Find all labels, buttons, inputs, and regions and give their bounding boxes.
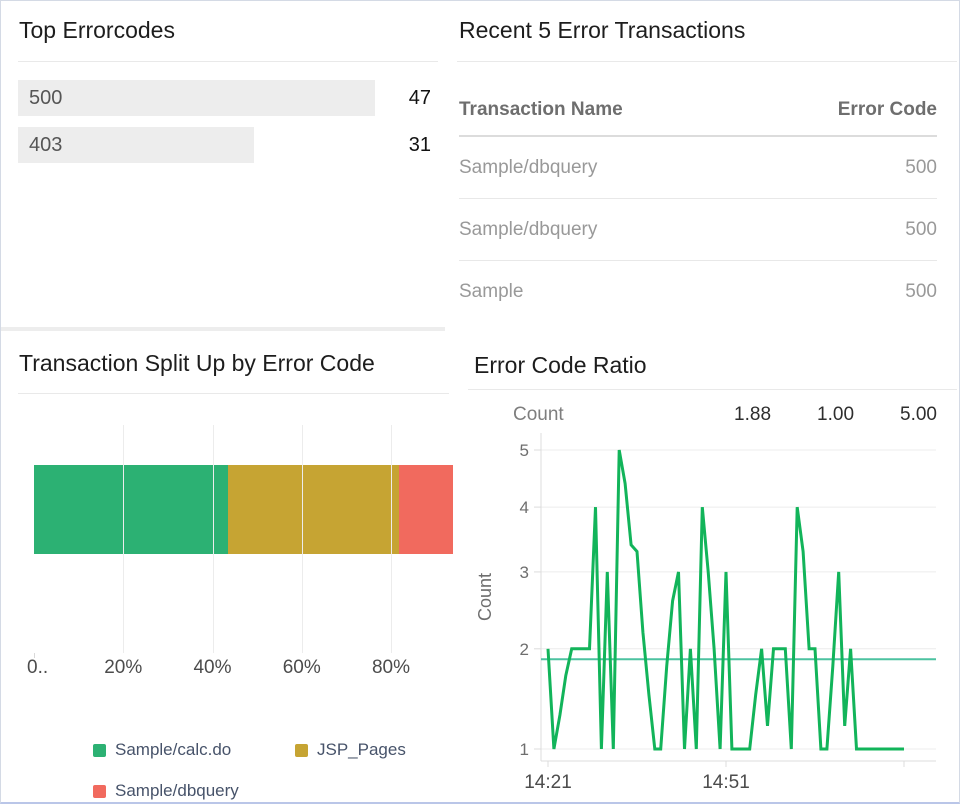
split-up-title: Transaction Split Up by Error Code — [19, 350, 375, 376]
recent-errors-title: Recent 5 Error Transactions — [459, 17, 746, 43]
errorcode-bar[interactable]: 500 — [18, 80, 375, 116]
y-tick-label: 4 — [520, 498, 529, 517]
transaction-name: Sample/dbquery — [459, 156, 598, 178]
y-tick-label: 5 — [520, 441, 529, 460]
bar-segment-sample-dbquery[interactable] — [399, 465, 454, 554]
transaction-row: Sample/dbquery 500 — [459, 199, 937, 261]
legend-label: JSP_Pages — [317, 740, 406, 759]
errorcode-label: 500 — [29, 87, 63, 109]
gridline — [123, 425, 125, 653]
transaction-row: Sample 500 — [459, 261, 937, 323]
y-axis-label: Count — [475, 573, 495, 621]
gridline — [212, 425, 214, 653]
stacked-bar — [34, 465, 454, 554]
transactions-table-body: Sample/dbquery 500 Sample/dbquery 500 Sample… — [459, 137, 937, 323]
min-value: 1.00 — [817, 404, 855, 425]
top-errorcodes-title: Top Errorcodes — [19, 17, 175, 43]
error-ratio-title: Error Code Ratio — [474, 352, 647, 378]
error-ratio-chart: 5 4 3 2 1 14:21 14:51 Count — [475, 433, 936, 793]
x-tick-label: 14:51 — [702, 772, 750, 793]
legend-swatch — [295, 743, 308, 757]
errorcode-bar[interactable]: 403 — [18, 127, 254, 163]
column-error-code: Error Code — [837, 99, 937, 120]
axis-tick — [34, 653, 35, 658]
legend-swatch — [93, 743, 106, 757]
x-tick-label: 80% — [371, 657, 411, 678]
transaction-name: Sample — [459, 281, 524, 302]
legend-label: Sample/calc.do — [115, 740, 232, 759]
x-tick-label: 14:21 — [524, 772, 572, 793]
legend-item[interactable]: Sample/calc.do — [93, 740, 295, 760]
x-tick-label: 0.. — [27, 657, 49, 678]
title-divider — [468, 389, 957, 390]
title-divider — [457, 61, 957, 62]
y-tick-label: 3 — [520, 563, 529, 582]
count-series-line — [546, 449, 904, 751]
x-tick-label: 40% — [193, 657, 232, 678]
errorcode-row[interactable]: 403 31 — [18, 127, 431, 163]
gridline — [391, 425, 392, 653]
legend-label: Sample/dbquery — [115, 781, 239, 800]
legend-item[interactable]: Sample/dbquery — [93, 781, 295, 801]
split-up-x-axis: 0.. 20% 40% 60% 80% — [17, 657, 449, 681]
errorcode-value: 31 — [408, 134, 431, 156]
transaction-error-code: 500 — [905, 218, 937, 240]
title-divider — [18, 393, 449, 394]
gridline — [301, 425, 303, 653]
panel-separator — [1, 327, 445, 331]
x-tick-label: 60% — [282, 657, 321, 678]
x-tick-label: 20% — [104, 657, 143, 678]
column-transaction-name: Transaction Name — [459, 99, 623, 120]
title-divider — [18, 61, 438, 62]
transaction-error-code: 500 — [905, 156, 937, 178]
bar-segment-sample-calc-do[interactable] — [34, 465, 229, 554]
chart-legend: Sample/calc.do JSP_Pages Sample/dbquery — [93, 740, 406, 801]
transaction-row: Sample/dbquery 500 — [459, 137, 937, 199]
legend-item[interactable]: JSP_Pages — [295, 740, 406, 760]
y-tick-label: 2 — [520, 640, 529, 659]
errorcode-bar-list: 500 47 403 31 — [18, 80, 431, 174]
errorcode-value: 47 — [408, 87, 431, 109]
transactions-table-header: Transaction Name Error Code — [459, 85, 937, 137]
split-up-chart — [17, 425, 454, 658]
max-value: 5.00 — [900, 404, 937, 425]
errorcode-label: 403 — [29, 134, 63, 156]
ratio-stats-row: Count 1.88 1.00 5.00 — [513, 404, 937, 426]
bar-segment-jsp-pages[interactable] — [228, 465, 400, 554]
transaction-name: Sample/dbquery — [459, 218, 598, 240]
legend-swatch — [93, 784, 106, 798]
count-label: Count — [513, 404, 564, 425]
avg-value: 1.88 — [734, 404, 772, 425]
y-tick-label: 1 — [520, 740, 529, 759]
errorcode-row[interactable]: 500 47 — [18, 80, 431, 116]
transaction-error-code: 500 — [905, 281, 937, 302]
